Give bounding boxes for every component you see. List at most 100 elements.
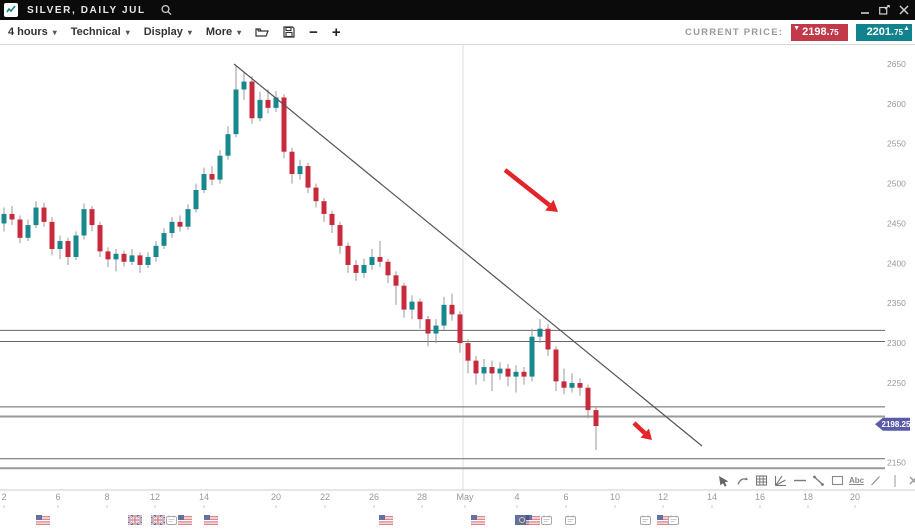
text-tool-label: Abc xyxy=(848,476,865,485)
svg-text:12: 12 xyxy=(150,492,160,502)
economic-events-row xyxy=(0,511,915,529)
current-price-tag: 2198.25 xyxy=(875,417,911,431)
event-flag-uk[interactable] xyxy=(150,512,166,530)
event-flag-us[interactable] xyxy=(35,512,51,530)
zoom-in-button[interactable]: + xyxy=(331,23,341,41)
bid-int: 2198. xyxy=(802,25,830,38)
svg-text:4: 4 xyxy=(514,492,519,502)
svg-text:2: 2 xyxy=(1,492,6,502)
svg-text:12: 12 xyxy=(658,492,668,502)
candles-layer xyxy=(1,65,599,450)
event-flag-eu[interactable] xyxy=(515,512,529,530)
display-label: Display xyxy=(143,26,183,38)
event-flag-cal[interactable] xyxy=(640,512,651,530)
current-price-label: CURRENT PRICE: xyxy=(685,26,784,38)
rectangle-tool-icon[interactable] xyxy=(830,473,845,488)
svg-text:16: 16 xyxy=(755,492,765,502)
svg-text:22: 22 xyxy=(320,492,330,502)
fan-lines-tool-icon[interactable] xyxy=(773,473,788,488)
delete-drawing-icon[interactable] xyxy=(906,473,915,488)
event-flag-cal[interactable] xyxy=(166,512,177,530)
svg-text:2400: 2400 xyxy=(887,258,906,268)
svg-text:2550: 2550 xyxy=(887,139,906,149)
bid-price-button[interactable]: ▼ 2198.75 xyxy=(791,23,848,41)
svg-text:6: 6 xyxy=(55,492,60,502)
price-axis: 2650 2600 2550 2500 2450 2400 2350 2300 2250 2150 xyxy=(887,59,906,468)
more-dropdown[interactable]: More ▾ xyxy=(206,26,241,38)
svg-text:14: 14 xyxy=(199,492,209,502)
svg-text:May: May xyxy=(456,492,474,502)
descending-trendline xyxy=(233,63,703,447)
event-flag-us[interactable] xyxy=(470,512,486,530)
open-folder-icon[interactable] xyxy=(255,26,270,38)
svg-text:20: 20 xyxy=(850,492,860,502)
down-arrow-icon: ▼ xyxy=(793,24,801,32)
event-flag-us[interactable] xyxy=(378,512,394,530)
timeframe-dropdown[interactable]: 4 hours ▾ xyxy=(8,26,57,38)
svg-text:14: 14 xyxy=(707,492,717,502)
svg-text:2198.25: 2198.25 xyxy=(882,420,911,429)
minimize-icon[interactable] xyxy=(861,5,870,15)
grid-tool-icon[interactable] xyxy=(754,473,769,488)
svg-text:2500: 2500 xyxy=(887,179,906,189)
bid-dec: 75 xyxy=(829,27,839,37)
event-flag-cal[interactable] xyxy=(565,512,576,530)
drawing-toolbar: Abc xyxy=(716,473,915,488)
line-tool-icon[interactable] xyxy=(868,473,883,488)
svg-text:26: 26 xyxy=(369,492,379,502)
title-bar: SILVER, DAILY JUL xyxy=(0,0,915,20)
arc-tool-icon[interactable] xyxy=(735,473,750,488)
svg-text:2300: 2300 xyxy=(887,338,906,348)
price-chart[interactable]: 2650 2600 2550 2500 2450 2400 2350 2300 2250 2150… xyxy=(0,45,915,531)
svg-text:2350: 2350 xyxy=(887,298,906,308)
text-tool-icon[interactable]: Abc xyxy=(849,473,864,488)
close-icon[interactable] xyxy=(899,5,909,15)
svg-text:20: 20 xyxy=(271,492,281,502)
popout-icon[interactable] xyxy=(879,5,890,15)
technical-dropdown[interactable]: Technical ▾ xyxy=(71,26,130,38)
zoom-out-button[interactable]: − xyxy=(309,23,318,41)
cursor-tool-icon[interactable] xyxy=(716,473,731,488)
chart-toolbar: 4 hours ▾ Technical ▾ Display ▾ More ▾ − + C… xyxy=(0,20,915,45)
event-flag-us[interactable] xyxy=(525,512,541,530)
display-dropdown[interactable]: Display ▾ xyxy=(144,26,192,38)
event-flag-cal[interactable] xyxy=(541,512,552,530)
event-flag-cal[interactable] xyxy=(668,512,679,530)
search-icon[interactable] xyxy=(160,4,173,17)
svg-text:2450: 2450 xyxy=(887,218,906,228)
horizontal-levels xyxy=(0,329,885,470)
svg-text:2650: 2650 xyxy=(887,59,906,69)
more-label: More xyxy=(205,26,233,38)
event-flag-us[interactable] xyxy=(203,512,219,530)
chevron-down-icon: ▾ xyxy=(125,27,130,37)
red-arrow-annotation-2 xyxy=(632,421,652,440)
trendline-tool-icon[interactable] xyxy=(811,473,826,488)
red-arrow-annotation-1 xyxy=(503,168,558,212)
event-flag-uk[interactable] xyxy=(127,512,143,530)
timeframe-label: 4 hours xyxy=(8,26,48,38)
chart-app-icon xyxy=(4,3,18,17)
time-axis: 2 6 8 12 14 20 22 26 28 May 4 6 10 12 14 16 18 20 xyxy=(1,492,860,508)
svg-text:18: 18 xyxy=(803,492,813,502)
chevron-down-icon: ▾ xyxy=(237,27,242,37)
svg-text:28: 28 xyxy=(417,492,427,502)
svg-text:2600: 2600 xyxy=(887,99,906,109)
technical-label: Technical xyxy=(70,26,121,38)
symbol-title: SILVER, DAILY JUL xyxy=(27,4,146,16)
svg-text:2150: 2150 xyxy=(887,458,906,468)
svg-text:10: 10 xyxy=(610,492,620,502)
chevron-down-icon: ▾ xyxy=(187,27,192,37)
horizontal-line-tool-icon[interactable] xyxy=(792,473,807,488)
toolbar-divider xyxy=(887,473,902,488)
svg-text:8: 8 xyxy=(104,492,109,502)
svg-text:2250: 2250 xyxy=(887,378,906,388)
ask-dec: 75 xyxy=(894,27,903,37)
ask-price-button[interactable]: ▲ 2201.75 xyxy=(855,23,912,41)
up-arrow-icon: ▲ xyxy=(903,24,910,32)
svg-text:6: 6 xyxy=(563,492,568,502)
save-icon[interactable] xyxy=(283,26,295,38)
event-flag-us[interactable] xyxy=(177,512,193,530)
ask-int: 2201. xyxy=(866,25,895,38)
chevron-down-icon: ▾ xyxy=(52,27,57,37)
